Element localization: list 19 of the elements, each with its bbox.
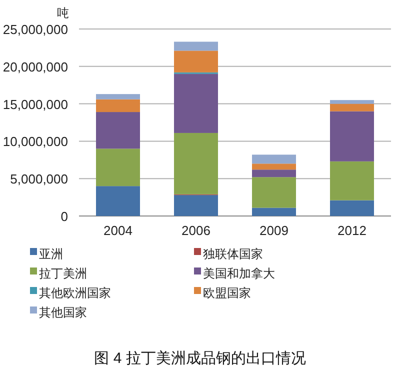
y-tick-label: 20,000,000: [2, 59, 68, 74]
y-tick-label: 10,000,000: [2, 134, 68, 150]
legend-label: 其他国家: [39, 306, 87, 320]
x-tick-label: 2009: [260, 223, 288, 238]
legend-label: 美国和加拿大: [203, 266, 275, 280]
y-tick-label: 5,000,000: [10, 172, 68, 187]
legend-label: 独联体国家: [203, 247, 263, 261]
y-axis-title: 吨: [57, 6, 69, 20]
legend-label: 拉丁美洲: [39, 266, 87, 280]
x-tick-label: 2006: [182, 223, 210, 238]
y-tick-label: 0: [60, 209, 68, 224]
legend-label: 亚洲: [39, 247, 63, 261]
legend-label: 欧盟国家: [203, 286, 251, 300]
text: 图 4 拉丁美洲成品钢的出口情况: [94, 350, 306, 367]
x-tick-label: 2012: [338, 223, 366, 238]
x-tick-label: 2004: [104, 223, 132, 238]
y-tick-label: 25,000,000: [2, 22, 68, 37]
y-tick-label: 15,000,000: [2, 96, 68, 112]
legend-label: 其他欧洲国家: [39, 286, 111, 300]
